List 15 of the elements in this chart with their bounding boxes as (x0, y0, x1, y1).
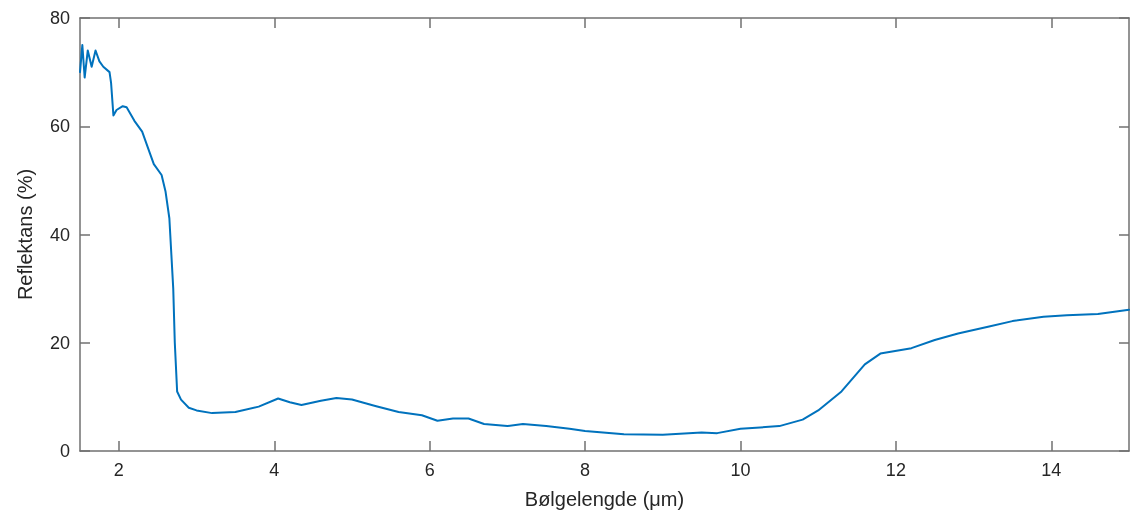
x-tick-label: 10 (730, 460, 751, 480)
y-tick-label: 60 (49, 116, 70, 137)
y-axis-title: Reflektans (%) (14, 168, 36, 301)
x-tick-label: 6 (424, 460, 435, 480)
x-tick-label: 2 (113, 460, 124, 480)
x-tick-label: 14 (1041, 460, 1062, 480)
line-series (79, 44, 1130, 436)
y-tick-label: 80 (49, 8, 70, 28)
x-tick-label: 4 (269, 460, 280, 480)
y-tick-label: 0 (59, 441, 70, 461)
y-tick-label: 40 (49, 224, 70, 245)
x-axis-title: Bølgelengde (μm) (524, 488, 685, 510)
x-tick-label: 8 (580, 460, 591, 480)
x-tick-label: 12 (885, 460, 906, 480)
y-tick-label: 20 (49, 332, 70, 353)
